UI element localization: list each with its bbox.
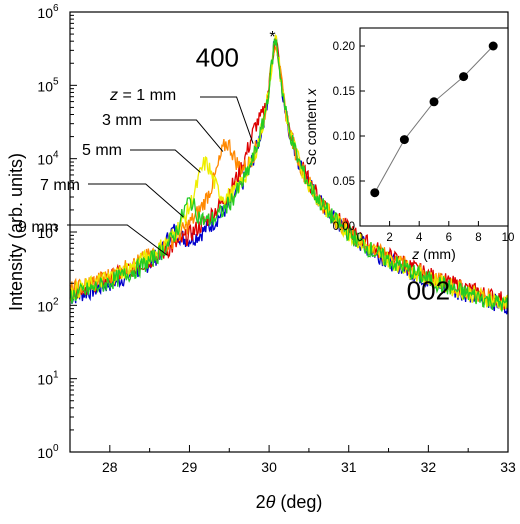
main-y-tick-label: 102 [37,296,59,314]
main-x-tick-label: 28 [102,459,118,475]
series-line [69,38,509,312]
inset-point [459,72,469,82]
inset-x-tick-label: 6 [446,232,452,244]
inset-y-tick-label: 0.10 [333,131,355,143]
inset-plot-frame [359,27,509,227]
substrate-peak-marker: * [269,29,275,46]
main-x-tick-label: 30 [261,459,277,475]
series-label: z = 1 mm [109,87,176,104]
main-x-tick-label: 29 [182,459,198,475]
inset-x-tick-label: 0 [357,232,363,244]
main-x-tick-label: 31 [341,459,357,475]
series-leader-line [150,119,224,152]
reflection-label-400: 400 [196,43,239,73]
main-y-tick-label: 104 [37,150,59,168]
inset-x-axis-label: z (mm) [411,246,456,262]
main-x-tick-label: 33 [500,459,516,475]
inset-y-ticks: 0.00 0.05 0.10 0.15 0.20 [333,41,365,233]
inset-x-tick-label: 2 [386,232,392,244]
inset-points [370,41,498,198]
reflection-label-002: 002 [407,276,450,306]
series-label: 9 mm [18,219,58,236]
inset-y-axis-label: Sc content x [303,87,319,165]
inset-y-tick-label: 0.00 [333,221,355,233]
main-y-tick-label: 103 [37,223,59,241]
inset-point [488,41,498,51]
inset-x-ticks: 0 2 4 6 8 10 [357,221,515,244]
main-y-tick-label: 101 [37,370,59,388]
inset-x-tick-label: 8 [475,232,481,244]
series-labels: 9 mm 7 mm 5 mm 3 mm z = 1 mm [18,87,254,256]
main-y-ticks: 100 101 102 103 104 105 106 [37,3,77,461]
diffraction-curves [69,34,509,315]
main-y-tick-label: 100 [37,443,59,461]
inset-x-tick-label: 10 [502,232,515,244]
series-leader-line [200,96,254,144]
series-leader-line [130,149,201,173]
series-leader-line [88,183,184,218]
inset-point [429,97,439,107]
main-y-axis-label: Intensity (arb. units) [6,153,26,311]
main-x-ticks: 28 29 30 31 32 33 [69,445,516,475]
inset-y-tick-label: 0.20 [333,41,355,53]
main-y-tick-label: 105 [37,76,59,94]
inset-background [360,28,508,226]
inset-x-tick-label: 4 [416,232,423,244]
main-y-tick-label: 106 [37,3,59,21]
series-label: 3 mm [102,112,142,129]
inset-y-tick-label: 0.05 [333,176,355,188]
series-label: 7 mm [40,177,80,194]
series-leader-line [67,224,168,256]
inset-chart: 0 2 4 6 8 10 0.00 0.05 0.10 0.15 0.20 z (mm) Sc c… [303,27,515,262]
inset-y-tick-label: 0.15 [333,86,355,98]
inset-point [370,188,380,198]
main-x-axis-label: 2θ (deg) [256,492,323,512]
inset-point [399,135,409,145]
main-x-tick-label: 32 [421,459,437,475]
series-label: 5 mm [82,142,122,159]
